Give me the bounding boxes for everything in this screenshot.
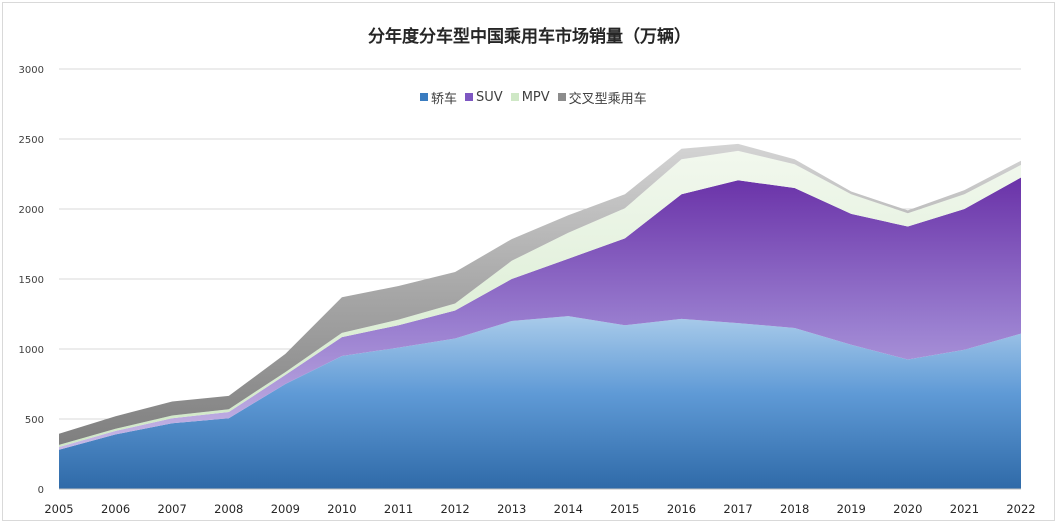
y-tick-label: 2000 bbox=[19, 205, 44, 216]
x-tick-label: 2006 bbox=[101, 502, 130, 516]
legend-item-mpv: MPV bbox=[510, 89, 550, 105]
area-sedan bbox=[59, 316, 1021, 489]
x-tick-label: 2021 bbox=[950, 502, 979, 516]
legend-swatch-crossover bbox=[557, 93, 566, 101]
y-tick-label: 1500 bbox=[19, 275, 44, 286]
x-tick-label: 2022 bbox=[1006, 502, 1035, 516]
x-tick-label: 2005 bbox=[44, 502, 73, 516]
x-tick-label: 2008 bbox=[214, 502, 243, 516]
x-tick-label: 2012 bbox=[440, 502, 469, 516]
legend-label-suv: SUV bbox=[476, 89, 503, 105]
legend-swatch-sedan bbox=[420, 93, 428, 101]
legend-label-mpv: MPV bbox=[521, 89, 550, 105]
x-tick-label: 2016 bbox=[667, 502, 696, 516]
legend-label-sedan: 轿车 bbox=[431, 91, 458, 107]
y-tick-label: 1000 bbox=[19, 345, 44, 356]
chart-legend: 轿车 SUV MPV 交叉型乘用车 bbox=[420, 87, 647, 107]
x-tick-label: 2014 bbox=[554, 502, 583, 516]
x-tick-label: 2020 bbox=[893, 502, 922, 516]
x-tick-label: 2019 bbox=[837, 502, 866, 516]
legend-item-sedan: 轿车 bbox=[420, 88, 457, 107]
y-tick-label: 500 bbox=[25, 415, 44, 426]
legend-swatch-suv bbox=[465, 93, 474, 101]
x-tick-label: 2013 bbox=[497, 502, 526, 516]
x-tick-label: 2009 bbox=[271, 502, 300, 516]
chart-title: 分年度分车型中国乘用车市场销量（万辆） bbox=[368, 27, 691, 47]
y-tick-label: 2500 bbox=[19, 135, 44, 146]
x-tick-label: 2017 bbox=[723, 502, 752, 516]
legend-item-crossover: 交叉型乘用车 bbox=[557, 88, 647, 107]
x-tick-label: 2010 bbox=[327, 502, 356, 516]
area-suv bbox=[59, 177, 1021, 450]
legend-swatch-mpv bbox=[510, 93, 519, 101]
y-tick-label: 0 bbox=[38, 485, 44, 496]
area-crossover bbox=[59, 143, 1021, 445]
x-tick-label: 2007 bbox=[158, 502, 187, 516]
y-tick-label: 3000 bbox=[19, 65, 44, 76]
x-tick-label: 2015 bbox=[610, 502, 639, 516]
x-tick-label: 2018 bbox=[780, 502, 809, 516]
legend-label-crossover: 交叉型乘用车 bbox=[568, 91, 647, 107]
legend-item-suv: SUV bbox=[465, 90, 503, 105]
x-tick-label: 2011 bbox=[384, 502, 413, 516]
